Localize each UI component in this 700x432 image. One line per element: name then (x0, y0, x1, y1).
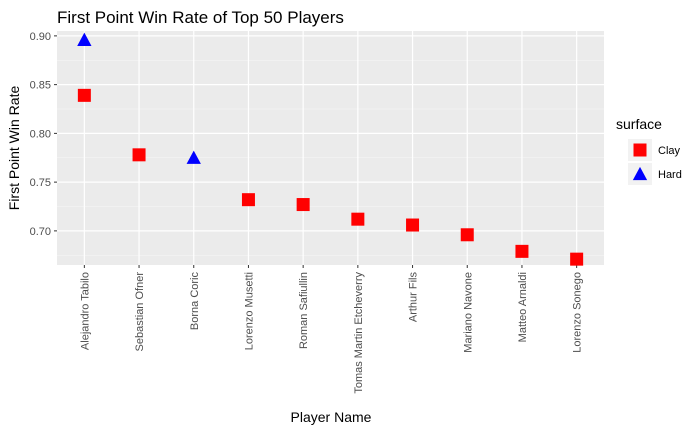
y-tick-label: 0.80 (30, 128, 51, 140)
data-point-hard (186, 150, 201, 164)
x-tick-label: Matteo Arnaldi (517, 272, 529, 342)
grid-major (57, 31, 604, 265)
data-point-clay (351, 212, 365, 226)
x-tick-label: Lorenzo Musetti (243, 272, 255, 350)
x-tick-label: Lorenzo Sonego (572, 272, 584, 353)
legend-key-clay (633, 143, 647, 157)
data-point-clay (132, 148, 146, 162)
x-tick-label: Arthur Fils (408, 272, 420, 323)
data-points (77, 32, 584, 266)
data-point-clay (460, 228, 474, 242)
x-axis-title: Player Name (291, 409, 372, 425)
x-tick-label: Borna Coric (189, 272, 201, 331)
grid-minor (57, 59, 604, 256)
y-axis: 0.70 0.75 0.80 0.85 0.90 (30, 31, 57, 238)
data-point-clay (570, 252, 584, 266)
data-point-clay (515, 244, 529, 258)
chart-title: First Point Win Rate of Top 50 Players (57, 8, 344, 27)
legend-label: Clay (658, 145, 681, 157)
x-tick-label: Roman Safiullin (298, 272, 310, 349)
plot-panel (57, 31, 604, 265)
data-point-clay (241, 193, 255, 207)
x-tick-label: Sebastian Ofner (134, 272, 146, 352)
data-point-clay (77, 88, 91, 102)
legend-key-hard (632, 166, 648, 181)
y-tick-label: 0.70 (30, 226, 51, 238)
y-tick-label: 0.85 (30, 80, 51, 92)
legend-label: Hard (658, 169, 682, 181)
y-axis-title: First Point Win Rate (6, 86, 22, 211)
legend: surface Clay Hard (616, 116, 682, 185)
x-axis: Alejandro Tabilo Sebastian Ofner Borna Cor… (79, 265, 584, 394)
x-tick-label: Tomas Martin Etcheverry (353, 272, 365, 394)
y-tick-label: 0.75 (30, 177, 51, 189)
data-point-hard (77, 32, 92, 46)
legend-title: surface (616, 116, 662, 132)
x-tick-label: Mariano Navone (462, 272, 474, 353)
data-point-clay (296, 198, 310, 212)
y-tick-label: 0.90 (30, 31, 51, 43)
data-point-clay (406, 218, 420, 232)
x-tick-label: Alejandro Tabilo (79, 272, 91, 350)
